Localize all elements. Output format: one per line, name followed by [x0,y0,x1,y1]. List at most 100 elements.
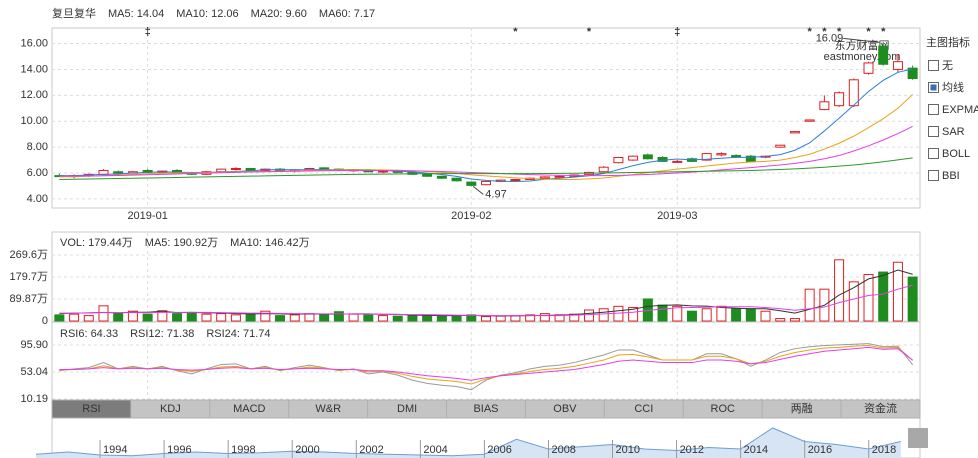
y-tick-label: 8.00 [27,141,48,153]
y-tick-label: 0 [42,315,48,327]
volume-bar [657,304,668,322]
indicator-tab-label[interactable]: KDJ [160,403,181,415]
y-tick-label: 269.6万 [9,249,48,261]
volume-bar [834,259,845,322]
indicator-tab-label[interactable]: CCI [634,403,653,415]
candle-body [113,171,124,174]
y-tick-label: 4.00 [27,193,48,205]
x-tick-label: 1996 [167,444,191,456]
volume-bar [363,314,374,322]
annotation-pointer [843,37,880,43]
candle-body [481,180,491,186]
volume-bar [348,313,359,322]
event-marker[interactable]: * [866,26,871,38]
menu-option[interactable]: SAR [942,126,965,138]
volume-bar [701,308,712,322]
volume-bar [245,313,256,322]
menu-checkbox[interactable] [928,104,939,115]
indicator-tab-label[interactable]: BIAS [473,403,498,415]
event-marker[interactable]: * [881,26,886,38]
volume-bar [495,315,506,322]
x-tick-label: 2008 [551,444,575,456]
volume-bar [201,313,212,322]
candle-body [422,173,433,177]
volume-bar [686,310,697,322]
indicator-tab-label[interactable]: OBV [553,403,577,415]
event-marker[interactable]: * [822,26,827,38]
indicator-tab-label[interactable]: MACD [233,403,265,415]
annotation: 4.97 [485,188,506,200]
volume-bar [172,313,183,322]
series-line [59,94,913,181]
x-tick-label: 2006 [487,444,511,456]
volume-bar [510,315,521,322]
volume-bar [481,316,491,322]
x-tick-label: 2019-03 [657,210,697,222]
candle-body [775,144,786,148]
indicator-tab-label[interactable]: 资金流 [864,401,897,415]
indicator-tab-label[interactable]: RSI [82,403,100,415]
indicator-tab-label[interactable]: ROC [711,403,736,415]
volume-bar [142,313,153,322]
event-marker[interactable]: ‡ [145,26,151,38]
watermark: 东方财富网 [835,38,890,52]
menu-option[interactable]: EXPMA [942,104,978,116]
volume-bar [878,271,889,322]
menu-checkbox[interactable] [928,148,939,159]
legend-entry: MA5: 14.04 [108,8,164,20]
candle-body [451,177,462,182]
volume-bar [804,288,815,322]
indicator-tab-label[interactable]: W&R [315,403,341,415]
volume-bar [378,315,389,322]
menu-option[interactable]: 均线 [942,80,964,94]
legend-entry: MA20: 9.60 [251,8,307,20]
menu-checkbox-mark [930,84,937,91]
x-tick-label: 2010 [616,444,640,456]
volume-bar [775,318,786,322]
volume-bar [407,314,418,322]
volume-bar [863,273,874,322]
event-marker[interactable]: * [837,26,842,38]
menu-checkbox[interactable] [928,126,939,137]
volume-bar [628,307,639,322]
candle-body [510,179,521,182]
volume-bar [451,315,462,322]
series-line [59,346,913,381]
annotation-pointer [472,185,484,195]
legend-entry: RSI12: 71.38 [130,328,194,340]
menu-checkbox[interactable] [928,170,939,181]
x-tick-label: 1994 [103,444,127,456]
indicator-tab[interactable] [840,399,921,419]
candle-body [642,154,653,160]
menu-option[interactable]: 无 [942,60,953,72]
indicator-tab-label[interactable]: 两融 [791,402,813,415]
series-line [59,284,913,317]
x-tick-label: 2002 [359,444,383,456]
volume-bar [907,276,918,322]
range-handle[interactable] [908,428,928,448]
volume-bar [275,315,286,322]
series-line [59,157,913,181]
indicator-tab-label[interactable]: DMI [397,403,417,415]
event-marker[interactable]: * [587,26,592,38]
y-tick-label: 10.00 [20,115,48,127]
y-tick-label: 6.00 [27,167,48,179]
event-marker[interactable]: * [513,26,518,38]
annotation: 16.09 [816,32,844,44]
volume-bar [598,308,609,322]
x-tick-label: 2012 [680,444,704,456]
candle-body [907,67,918,80]
menu-checkbox[interactable] [928,60,939,71]
menu-option[interactable]: BOLL [942,148,970,160]
volume-bar [69,313,80,322]
menu-option[interactable]: BBI [942,170,960,182]
x-tick-label: 2014 [744,444,768,456]
x-tick-label: 2019-02 [451,210,491,222]
legend-entry: RSI6: 64.33 [60,328,118,340]
volume-bar [436,315,447,322]
volume-bar [83,315,94,322]
y-tick-label: 53.04 [20,366,48,378]
event-marker[interactable]: ‡ [674,26,680,38]
event-marker[interactable]: * [808,26,813,38]
volume-bar [392,315,403,322]
